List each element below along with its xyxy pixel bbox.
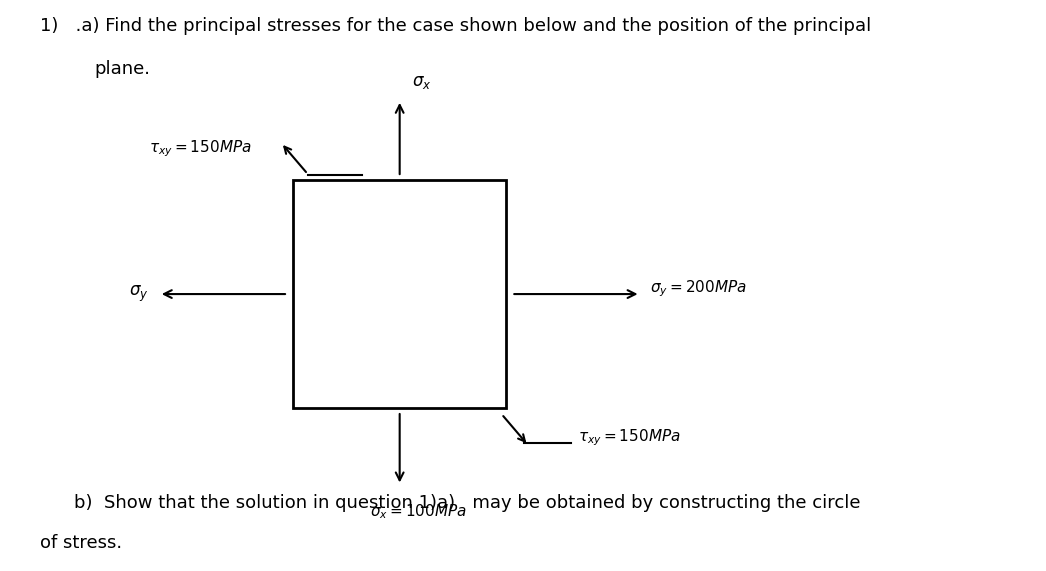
Text: b)  Show that the solution in question 1)a)   may be obtained by constructing th: b) Show that the solution in question 1)… [74,494,861,512]
Text: 1)   .a) Find the principal stresses for the case shown below and the position o: 1) .a) Find the principal stresses for t… [40,17,871,35]
Text: plane.: plane. [94,60,151,78]
Text: $\sigma_y = 200MPa$: $\sigma_y = 200MPa$ [651,278,747,299]
Text: $\sigma_x$: $\sigma_x$ [411,73,431,91]
Text: $\sigma_y$: $\sigma_y$ [130,284,149,304]
Text: $\sigma_x = 100MPa$: $\sigma_x = 100MPa$ [370,502,467,521]
Text: $\tau_{xy} = 150MPa$: $\tau_{xy} = 150MPa$ [577,428,681,448]
Text: of stress.: of stress. [40,534,121,552]
Text: $\tau_{xy} = 150MPa$: $\tau_{xy} = 150MPa$ [149,138,252,159]
Bar [293,180,506,408]
